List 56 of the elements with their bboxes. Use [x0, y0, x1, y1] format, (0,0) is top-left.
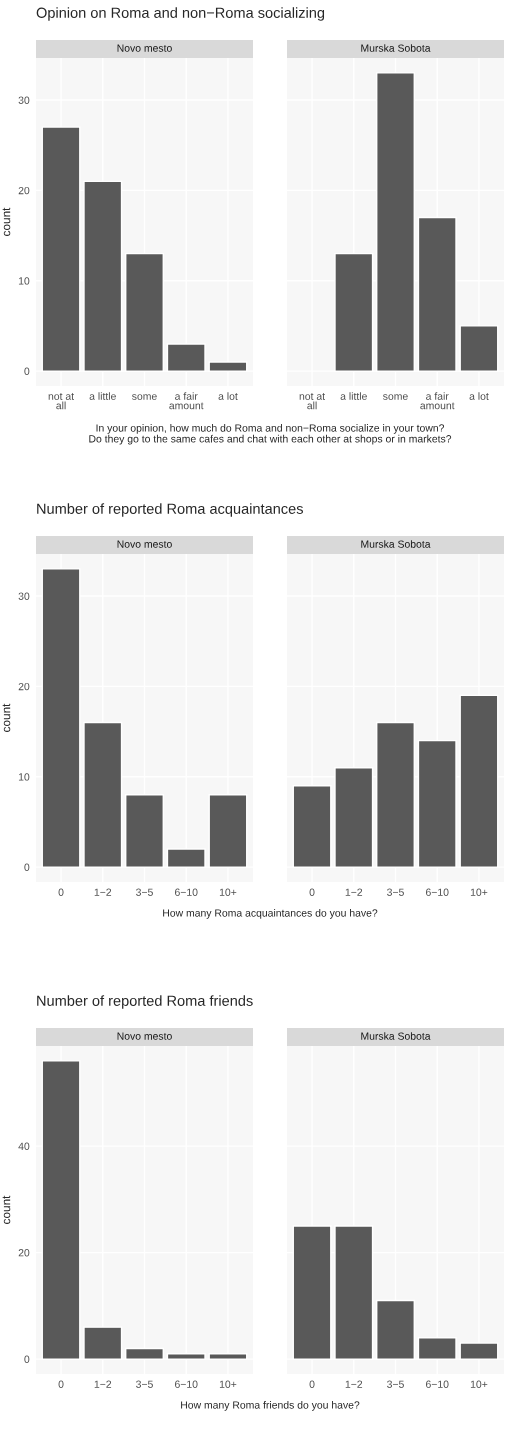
x-axis-title: How many Roma friends do you have? [181, 1401, 360, 1411]
x-tick-label: 3−5 [136, 888, 153, 896]
y-axis-title: count [2, 207, 11, 236]
x-tick-label: 10+ [470, 1380, 488, 1388]
x-tick-label: 0 [58, 1380, 64, 1388]
text: Number of reported Roma friends [37, 995, 253, 1009]
x-tick-label: not at all [48, 393, 74, 410]
x-tick-label: 0 [309, 888, 315, 896]
x-tick-label: 1−2 [345, 1380, 363, 1388]
y-tick-label: 10 [18, 773, 30, 781]
chart-title: Novo mesto [117, 540, 172, 548]
x-tick-label: 6−10 [175, 1380, 198, 1388]
y-tick-label: 30 [18, 96, 30, 104]
y-tick-label: 20 [18, 186, 30, 195]
chart-title: Novo mesto [117, 44, 172, 52]
y-tick-label: 20 [18, 1249, 30, 1257]
y-axis-title: count [2, 703, 11, 732]
x-axis-title: How many Roma acquaintances do you have? [163, 909, 378, 919]
x-axis-title: In your opinion, how much do Roma and non−Roma socialize in your town? Do they go to the same cafes and chat with each other at shops or in markets? [89, 424, 452, 445]
x-tick-label: 3−5 [136, 1380, 153, 1388]
chart-title: Novo mesto [117, 1032, 172, 1040]
x-tick-label: 0 [309, 1380, 315, 1388]
x-tick-label: a little [89, 392, 116, 400]
x-tick-label: a lot [469, 392, 489, 400]
y-tick-label: 30 [18, 592, 30, 600]
text: Number of reported Roma acquaintances [37, 503, 303, 517]
chart-title: Murska Sobota [361, 1032, 431, 1040]
x-tick-label: 1−2 [94, 888, 112, 896]
chart-title: Murska Sobota [361, 540, 431, 548]
y-tick-label: 10 [18, 277, 30, 285]
y-tick-label: 0 [24, 367, 30, 375]
x-tick-label: 1−2 [345, 888, 363, 896]
y-tick-label: 20 [18, 682, 30, 691]
x-tick-label: 3−5 [387, 1380, 404, 1388]
x-tick-label: 10+ [470, 888, 488, 896]
chart-title: Murska Sobota [361, 44, 431, 52]
x-tick-label: 3−5 [387, 888, 404, 896]
y-tick-label: 0 [24, 1355, 30, 1363]
x-tick-label: 0 [58, 888, 64, 896]
x-tick-label: 10+ [219, 1380, 237, 1388]
x-tick-label: a little [340, 392, 367, 400]
x-tick-label: a lot [218, 392, 238, 400]
x-tick-label: a fair amount [169, 392, 204, 410]
text: Opinion on Roma and non−Roma socializing [36, 7, 325, 21]
x-tick-label: 6−10 [175, 888, 198, 896]
x-tick-label: a fair amount [420, 392, 455, 410]
x-tick-label: 6−10 [426, 888, 449, 896]
x-tick-label: 1−2 [94, 1380, 112, 1388]
x-tick-label: 6−10 [426, 1380, 449, 1388]
x-tick-label: 10+ [219, 888, 237, 896]
y-axis-title: count [2, 1195, 11, 1224]
x-tick-label: not at all [299, 393, 325, 410]
y-tick-label: 40 [18, 1142, 30, 1150]
y-tick-label: 0 [24, 863, 30, 871]
x-tick-label: some [132, 394, 157, 400]
x-tick-label: some [383, 394, 408, 400]
